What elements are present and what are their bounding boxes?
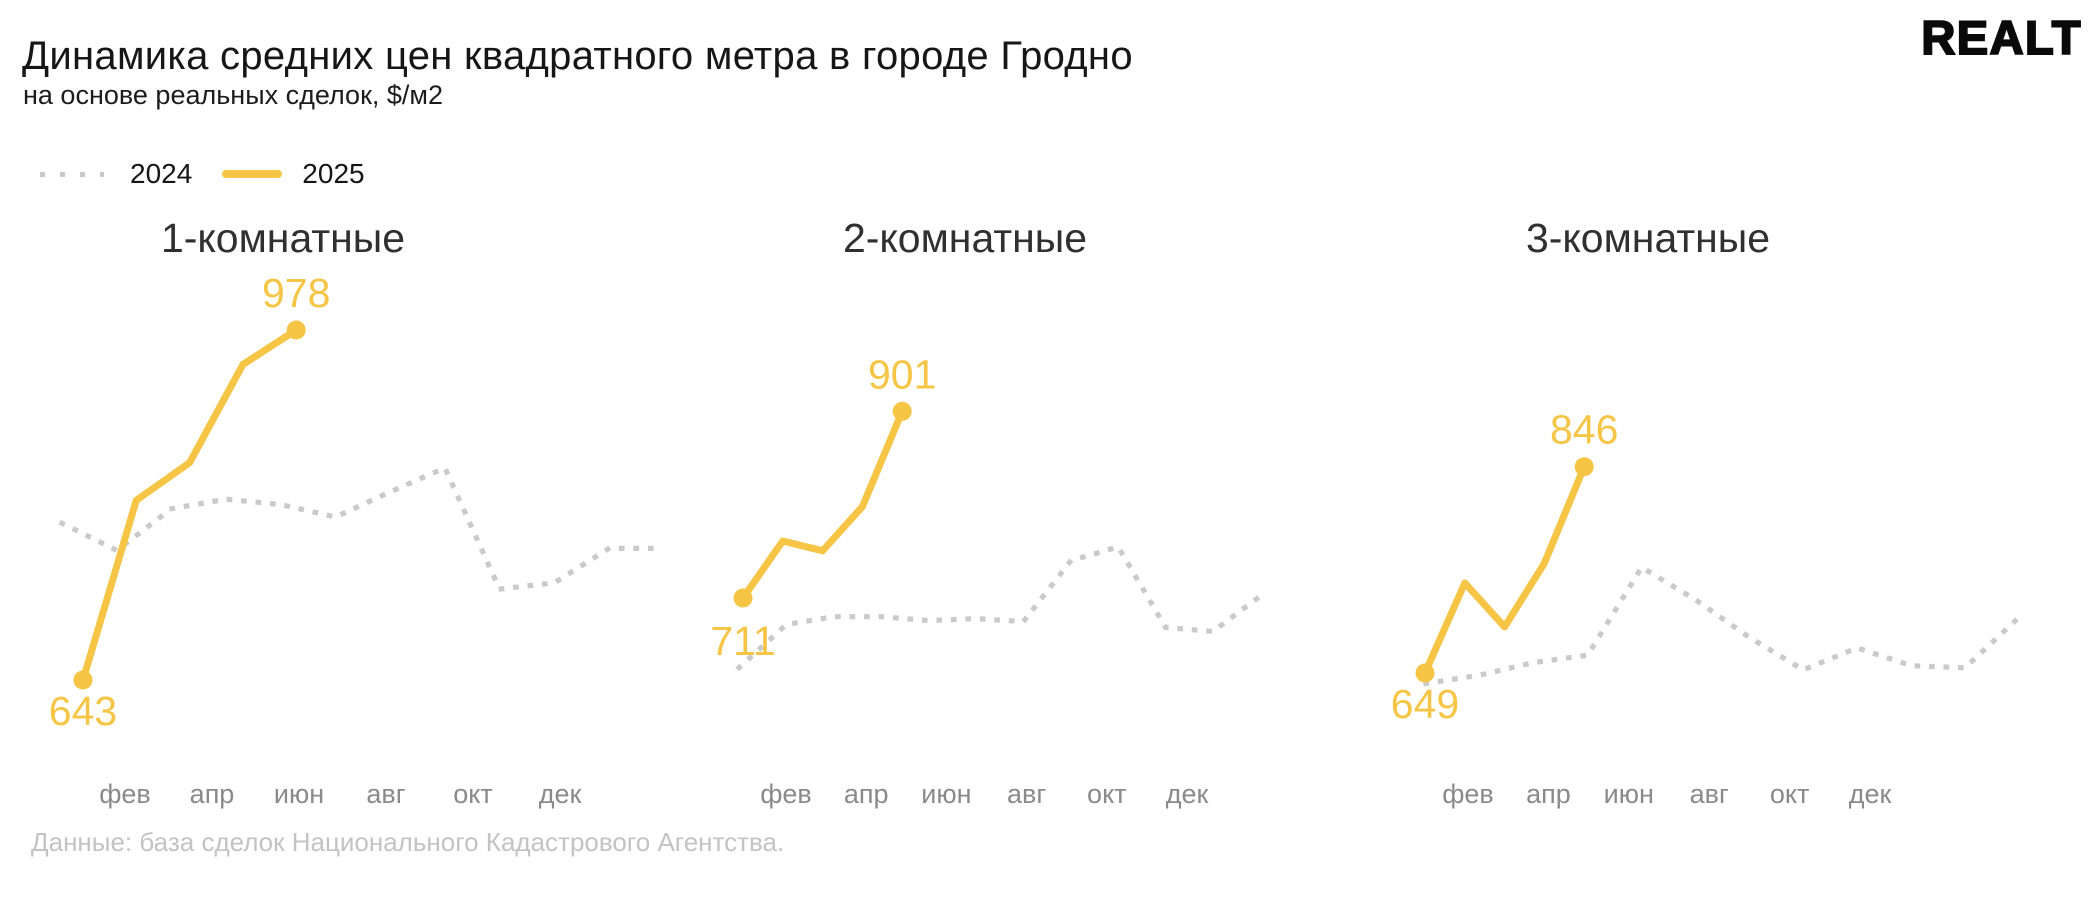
- legend-2024-line-sample: [40, 171, 104, 177]
- line-2024: [1423, 563, 2023, 687]
- data-point-start: [733, 588, 753, 608]
- chart-title: 2-комнатные: [843, 215, 1087, 261]
- page-title: Динамика средних цен квадратного метра в…: [22, 34, 1133, 78]
- x-tick-label: фев: [1442, 779, 1494, 809]
- line-2025: [79, 326, 300, 684]
- x-tick-label: апр: [190, 779, 235, 809]
- data-source-note: Данные: база сделок Национального Кадаст…: [31, 827, 785, 857]
- x-tick-label: июн: [921, 779, 971, 809]
- chart-1: 1-комнатные фев апр июн авг окт дек 643 978: [49, 215, 667, 809]
- value-label-end: 901: [868, 351, 936, 397]
- data-point-end: [1574, 457, 1594, 477]
- x-tick-label: окт: [1770, 779, 1810, 809]
- data-point-end: [892, 401, 912, 421]
- line-2024: [735, 543, 1265, 672]
- value-label-start: 711: [710, 618, 775, 664]
- chart-title: 3-комнатные: [1526, 215, 1770, 261]
- x-tick-label: фев: [99, 779, 151, 809]
- data-point-start: [1415, 663, 1435, 683]
- x-tick-label: авг: [366, 779, 405, 809]
- realt-logo: Realt: [1920, 11, 2082, 64]
- data-point-end: [286, 320, 306, 340]
- x-tick-label: июн: [1604, 779, 1654, 809]
- x-tick-label: авг: [1690, 779, 1729, 809]
- x-tick-label: дек: [1166, 779, 1209, 809]
- chart-3: 3-комнатные фев апр июн авг окт дек 649 846: [1391, 215, 2023, 809]
- chart-legend: 2024 2025: [40, 160, 365, 188]
- legend-2025-label: 2025: [302, 158, 365, 189]
- x-tick-label: окт: [1087, 779, 1127, 809]
- x-tick-label: фев: [760, 779, 812, 809]
- legend-2024-label: 2024: [130, 158, 193, 189]
- x-tick-label: окт: [453, 779, 493, 809]
- value-label-start: 649: [1391, 681, 1459, 727]
- legend-2025-line-sample: [222, 170, 283, 178]
- x-tick-label: июн: [274, 779, 324, 809]
- value-label-end: 978: [262, 270, 330, 316]
- page-subtitle: на основе реальных сделок, $/м2: [23, 80, 443, 110]
- x-tick-label: дек: [539, 779, 582, 809]
- chart-2: 2-комнатные фев апр июн авг окт дек 711 901: [710, 215, 1265, 809]
- x-tick-label: авг: [1007, 779, 1046, 809]
- value-label-end: 846: [1550, 407, 1618, 453]
- value-label-start: 643: [49, 688, 117, 734]
- line-2025: [1421, 463, 1588, 677]
- line-2024: [58, 464, 667, 592]
- x-tick-label: апр: [844, 779, 889, 809]
- x-tick-label: апр: [1526, 779, 1571, 809]
- chart-title: 1-комнатные: [161, 215, 405, 261]
- data-point-start: [73, 670, 93, 690]
- line-2025: [739, 407, 906, 602]
- x-tick-label: дек: [1849, 779, 1892, 809]
